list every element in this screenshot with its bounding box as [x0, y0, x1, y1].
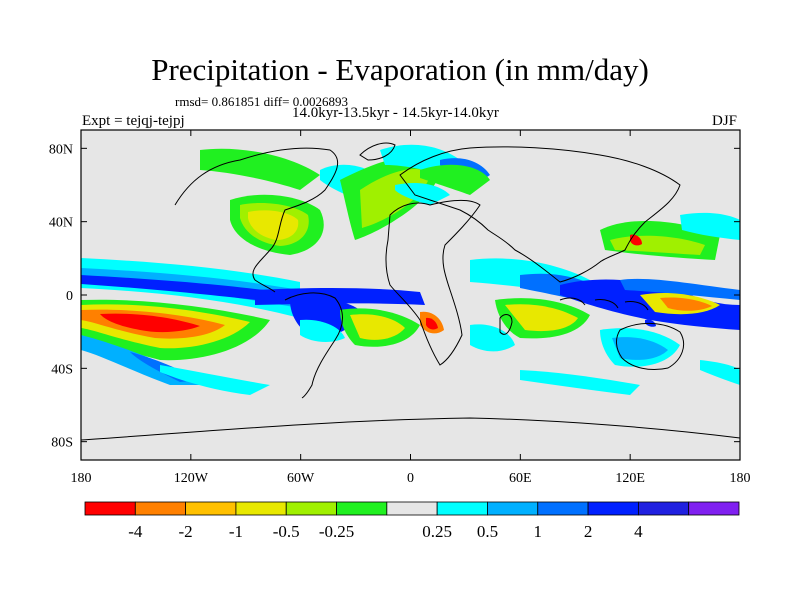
colorbar-swatch — [537, 501, 589, 516]
west-pacific-field — [560, 212, 740, 330]
latitude-axis: 80N 40N 0 40S 80S — [49, 142, 740, 451]
pacific-wet-band — [81, 258, 300, 318]
colorbar-label: -4 — [128, 522, 143, 541]
lon-tick-label: 0 — [407, 471, 414, 486]
longitude-axis: 180 120W 60W 0 60E 120E 180 — [71, 130, 751, 486]
experiment-label: Expt = tejqj-tejpj — [82, 113, 185, 129]
coastlines — [81, 142, 740, 441]
colorbar-swatch — [487, 501, 539, 516]
colorbar-swatch — [84, 501, 136, 516]
chart-title: Precipitation - Evaporation (in mm/day) — [151, 52, 649, 87]
colorbar-swatch — [134, 501, 187, 516]
lon-tick-label: 60E — [509, 471, 532, 486]
colorbar-swatch — [587, 501, 639, 516]
colorbar-label: -0.5 — [273, 522, 300, 541]
lon-tick-label: 180 — [71, 471, 92, 486]
colorbar-swatch — [336, 501, 388, 516]
colorbar-label: -1 — [229, 522, 243, 541]
lat-tick-label: 40N — [49, 216, 73, 231]
colorbar-label: 0.5 — [477, 522, 498, 541]
colorbar-label: 0.25 — [422, 522, 452, 541]
colorbar-swatch — [436, 501, 488, 516]
australia-field — [600, 319, 680, 367]
stats-label: rmsd= 0.861851 diff= 0.0026893 — [175, 94, 348, 109]
colorbar-label: 4 — [634, 522, 643, 541]
pacific-dry-band — [81, 299, 270, 361]
colorbar-swatch — [688, 501, 740, 516]
lat-tick-label: 40S — [51, 362, 73, 377]
colorbar-label: -0.25 — [319, 522, 354, 541]
colorbar-label: 1 — [534, 522, 543, 541]
lon-tick-label: 120W — [174, 471, 209, 486]
colorbar-swatch — [386, 501, 438, 516]
lat-tick-label: 0 — [66, 289, 73, 304]
eurasia-field — [395, 164, 490, 205]
lon-tick-label: 180 — [730, 471, 751, 486]
colorbar-label: -2 — [179, 522, 193, 541]
atlantic-itcz — [255, 288, 425, 342]
lon-tick-label: 60W — [287, 471, 315, 486]
lat-tick-label: 80S — [51, 436, 73, 451]
contour-field — [81, 142, 740, 441]
colorbar-label: 2 — [584, 522, 593, 541]
south-atlantic-dry — [340, 308, 444, 347]
colorbar-swatch — [285, 501, 337, 516]
southern-ocean-field — [160, 360, 740, 395]
colorbar-swatch — [185, 501, 237, 516]
lon-tick-label: 120E — [615, 471, 645, 486]
colorbar-swatch — [637, 501, 690, 516]
season-label: DJF — [712, 113, 738, 129]
period-subtitle: 14.0kyr-13.5kyr - 14.5kyr-14.0kyr — [292, 105, 499, 121]
colorbar-swatch — [235, 501, 287, 516]
lat-tick-label: 80N — [49, 142, 73, 157]
colorbar: -4 -2 -1 -0.5 -0.25 0.25 0.5 1 2 4 — [84, 501, 740, 541]
